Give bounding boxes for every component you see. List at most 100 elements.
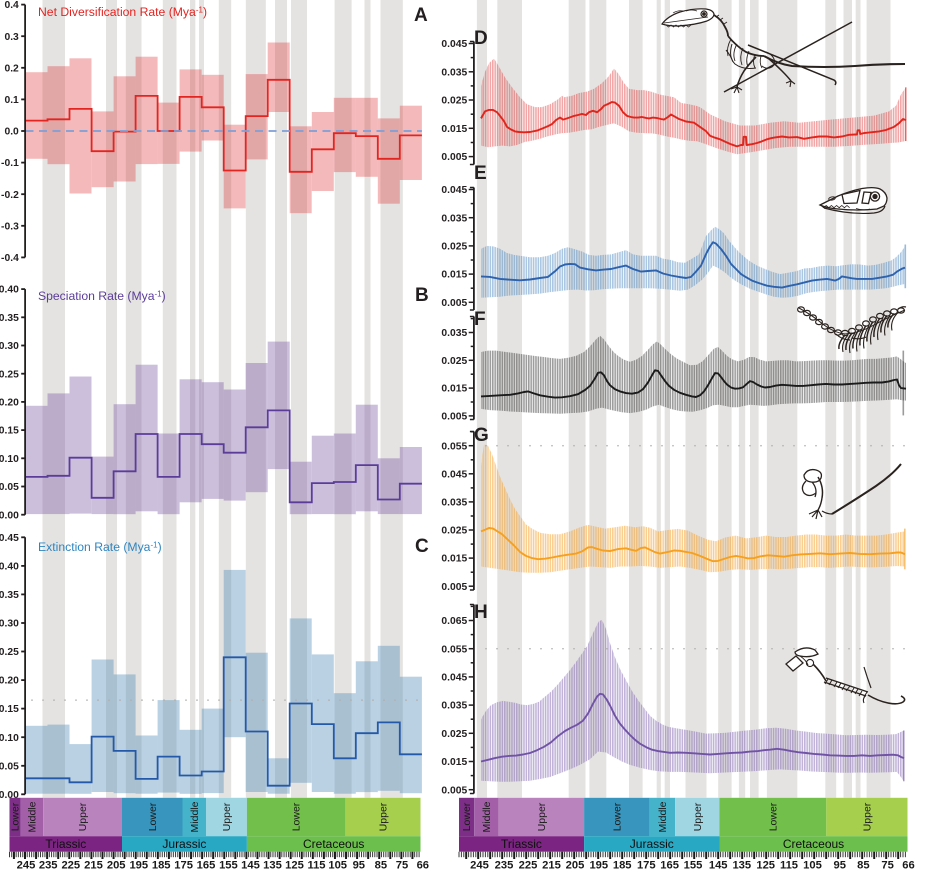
svg-text:Upper: Upper	[377, 802, 389, 831]
svg-text:0.40: 0.40	[0, 285, 19, 296]
svg-text:225: 225	[61, 860, 80, 872]
svg-text:0.05: 0.05	[0, 482, 19, 493]
svg-text:105: 105	[328, 860, 347, 872]
svg-text:0.25: 0.25	[0, 369, 19, 380]
svg-text:245: 245	[17, 860, 36, 872]
svg-text:145: 145	[241, 860, 260, 872]
svg-text:215: 215	[542, 860, 561, 872]
svg-text:0.005: 0.005	[441, 412, 467, 423]
svg-text:0.35: 0.35	[0, 313, 19, 324]
svg-text:0.005: 0.005	[441, 582, 467, 593]
svg-text:0.025: 0.025	[441, 242, 467, 253]
svg-text:0.40: 0.40	[0, 562, 19, 573]
svg-text:155: 155	[684, 860, 703, 872]
svg-text:0.045: 0.045	[441, 469, 467, 480]
svg-text:195: 195	[589, 860, 608, 872]
svg-text:Lower: Lower	[461, 802, 473, 831]
svg-text:66: 66	[417, 860, 429, 872]
svg-text:165: 165	[197, 860, 216, 872]
svg-text:Triassic: Triassic	[45, 837, 86, 851]
svg-text:0.015: 0.015	[441, 124, 467, 135]
svg-text:0.015: 0.015	[441, 554, 467, 565]
svg-text:125: 125	[756, 860, 775, 872]
svg-text:0.025: 0.025	[441, 356, 467, 367]
svg-text:0.20: 0.20	[0, 398, 19, 409]
svg-text:0.0: 0.0	[4, 127, 19, 138]
svg-text:0.10: 0.10	[0, 454, 19, 465]
svg-text:0.10: 0.10	[0, 733, 19, 744]
svg-text:Net Diversification Rate (Mya-: Net Diversification Rate (Mya-1)	[38, 5, 207, 19]
svg-text:185: 185	[152, 860, 171, 872]
svg-text:115: 115	[307, 860, 325, 872]
svg-text:0.00: 0.00	[0, 510, 19, 521]
svg-text:0.045: 0.045	[441, 185, 467, 196]
svg-text:75: 75	[881, 860, 893, 872]
svg-text:185: 185	[613, 860, 632, 872]
svg-text:0.05: 0.05	[0, 761, 19, 772]
svg-text:A: A	[414, 5, 428, 26]
svg-text:225: 225	[519, 860, 538, 872]
svg-text:0.055: 0.055	[441, 644, 467, 655]
svg-text:0.065: 0.065	[441, 616, 467, 627]
svg-text:0.015: 0.015	[441, 270, 467, 281]
svg-text:135: 135	[732, 860, 751, 872]
svg-text:Middle: Middle	[481, 801, 493, 832]
svg-text:0.025: 0.025	[441, 526, 467, 537]
svg-text:G: G	[474, 425, 489, 446]
svg-text:0.035: 0.035	[441, 498, 467, 509]
svg-text:Lower: Lower	[291, 802, 303, 831]
svg-text:0.20: 0.20	[0, 676, 19, 687]
svg-text:75: 75	[396, 860, 408, 872]
svg-text:0.005: 0.005	[441, 785, 467, 796]
svg-text:105: 105	[803, 860, 822, 872]
svg-text:D: D	[474, 28, 488, 49]
svg-text:95: 95	[353, 860, 365, 872]
svg-text:0.025: 0.025	[441, 729, 467, 740]
svg-text:155: 155	[219, 860, 238, 872]
svg-text:Upper: Upper	[221, 802, 233, 831]
svg-text:0.30: 0.30	[0, 341, 19, 352]
svg-text:165: 165	[660, 860, 679, 872]
svg-text:0.35: 0.35	[0, 590, 19, 601]
svg-text:0.045: 0.045	[441, 39, 467, 50]
svg-text:Extinction Rate (Mya-1): Extinction Rate (Mya-1)	[38, 540, 162, 554]
svg-text:Middle: Middle	[26, 801, 38, 832]
svg-text:Upper: Upper	[536, 802, 548, 831]
svg-text:-0.1: -0.1	[1, 158, 19, 169]
svg-text:0.45: 0.45	[0, 533, 19, 544]
svg-text:95: 95	[833, 860, 845, 872]
svg-text:0.15: 0.15	[0, 704, 19, 715]
svg-text:0.035: 0.035	[441, 328, 467, 339]
svg-text:Jurassic: Jurassic	[162, 837, 206, 851]
svg-text:0.4: 0.4	[4, 0, 19, 11]
svg-text:0.15: 0.15	[0, 426, 19, 437]
svg-text:Middle: Middle	[657, 801, 669, 832]
svg-text:0.25: 0.25	[0, 647, 19, 658]
svg-text:Speciation Rate (Mya-1): Speciation Rate (Mya-1)	[38, 289, 166, 303]
svg-text:0.00: 0.00	[0, 790, 19, 801]
svg-text:115: 115	[780, 860, 798, 872]
svg-text:-0.2: -0.2	[1, 190, 19, 201]
svg-text:C: C	[415, 536, 429, 557]
svg-text:F: F	[474, 309, 486, 330]
svg-text:Triassic: Triassic	[501, 837, 542, 851]
svg-text:0.055: 0.055	[441, 441, 467, 452]
svg-text:0.3: 0.3	[4, 32, 19, 43]
svg-text:175: 175	[637, 860, 656, 872]
svg-text:-0.4: -0.4	[1, 253, 19, 264]
svg-text:195: 195	[129, 860, 148, 872]
svg-text:0.2: 0.2	[4, 63, 19, 74]
svg-text:E: E	[474, 163, 487, 184]
svg-text:Middle: Middle	[189, 801, 201, 832]
svg-text:Upper: Upper	[77, 802, 89, 831]
svg-text:85: 85	[375, 860, 387, 872]
svg-text:235: 235	[39, 860, 58, 872]
svg-text:135: 135	[263, 860, 282, 872]
svg-text:0.005: 0.005	[441, 298, 467, 309]
svg-text:Upper: Upper	[861, 802, 873, 831]
svg-text:Lower: Lower	[147, 802, 159, 831]
svg-text:175: 175	[174, 860, 193, 872]
svg-text:205: 205	[107, 860, 126, 872]
svg-text:Cretaceous: Cretaceous	[783, 837, 844, 851]
svg-text:B: B	[415, 285, 429, 306]
